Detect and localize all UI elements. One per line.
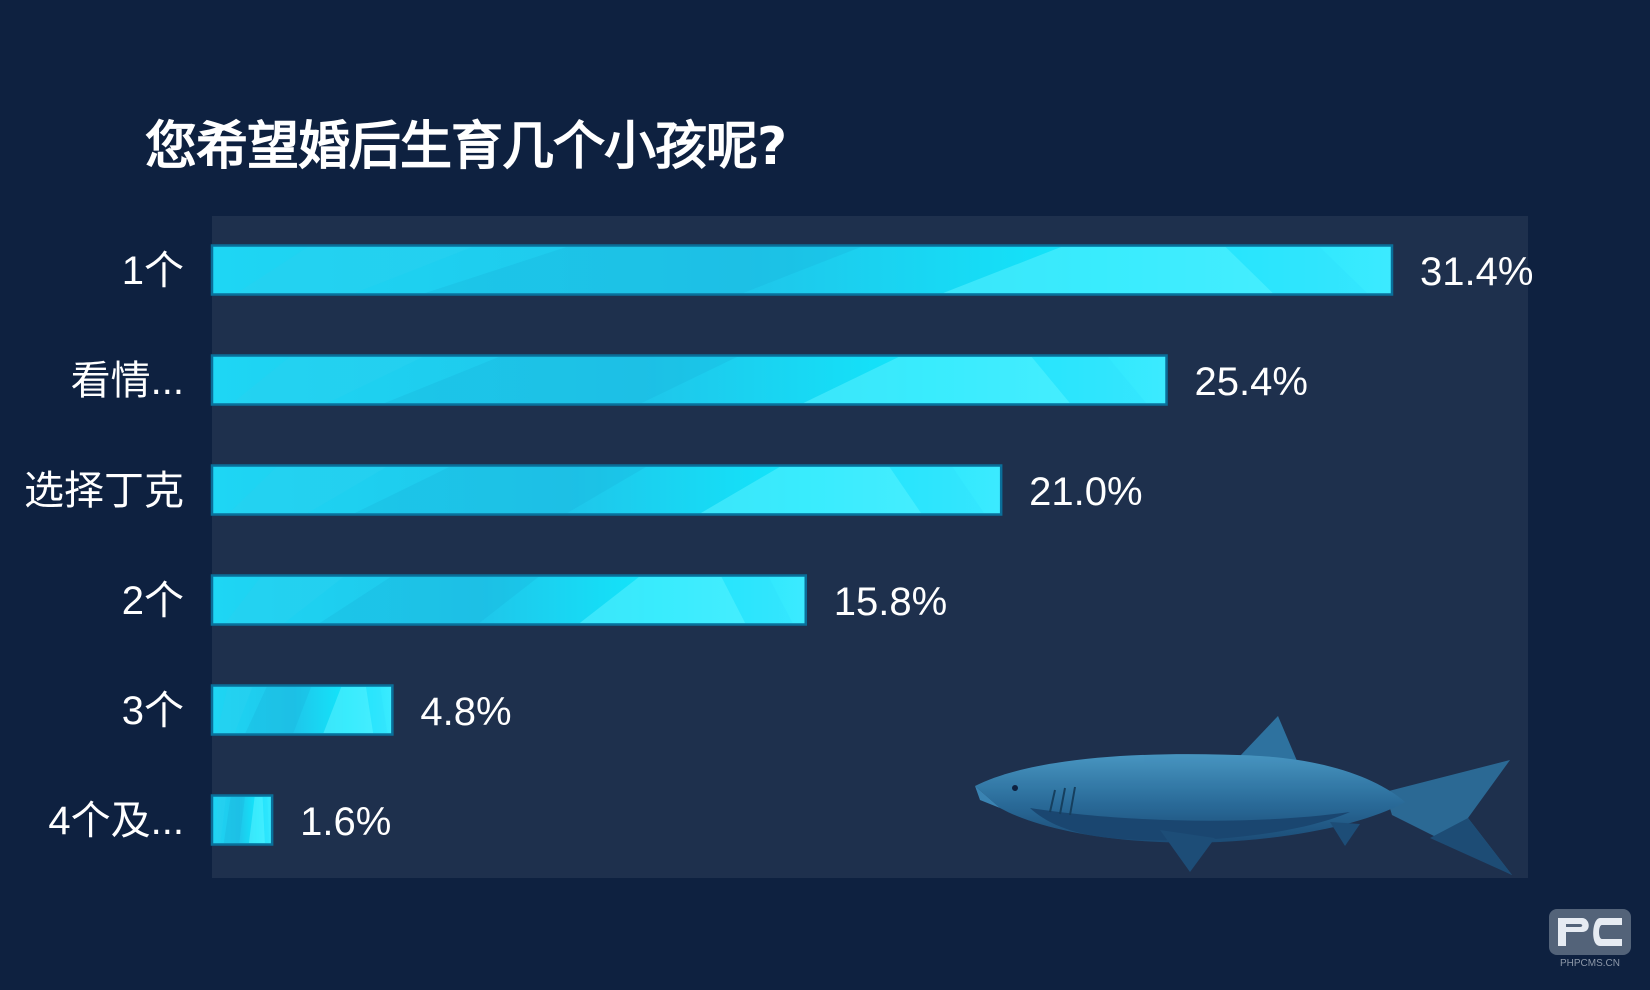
bar-facet [1225,247,1367,293]
category-label: 1个 [122,249,184,293]
bar-facet [803,357,1070,403]
value-label: 25.4% [1195,360,1308,404]
phpcms-logo: PHPCMS.CN [1549,909,1631,969]
bar-facet [355,467,646,513]
bar-facet [425,247,861,293]
value-label: 15.8% [834,580,947,624]
bar-facet [721,577,793,623]
bar-facet [1031,357,1146,403]
bar-facet [223,797,245,843]
value-label: 4.8% [420,690,511,734]
bar-facet [217,687,253,733]
bar-facet [229,467,387,513]
bar-facet [579,577,746,623]
bar-facet [237,247,473,293]
bar [210,574,808,626]
bar-facet [214,797,227,843]
bar-facet [384,357,737,403]
bar [210,354,1168,406]
category-label: 选择丁克 [24,469,184,513]
bar [210,794,274,846]
category-label: 3个 [122,689,184,733]
bar [210,464,1003,516]
bar-facet [232,357,423,403]
bar-facet [225,577,344,623]
shark-illustration [975,716,1512,875]
bar-facet [262,797,270,843]
chart-title: 您希望婚后生育几个小孩呢? [145,117,787,177]
category-label: 看情... [71,359,184,403]
bar-facet [700,467,922,513]
bar-facet [366,687,388,733]
bar [210,684,394,736]
bar-facet [245,687,312,733]
category-label: 4个及... [48,799,184,843]
watermark-text: PHPCMS.CN [1560,958,1620,969]
bar [210,244,1394,296]
bar-facet [889,467,984,513]
category-label: 2个 [122,579,184,623]
bar-facet [943,247,1273,293]
value-label: 1.6% [300,800,391,844]
bar-facet [248,797,265,843]
bar-facet [319,577,539,623]
bar-facet [323,687,374,733]
value-label: 21.0% [1029,470,1142,514]
value-label: 31.4% [1420,250,1533,294]
